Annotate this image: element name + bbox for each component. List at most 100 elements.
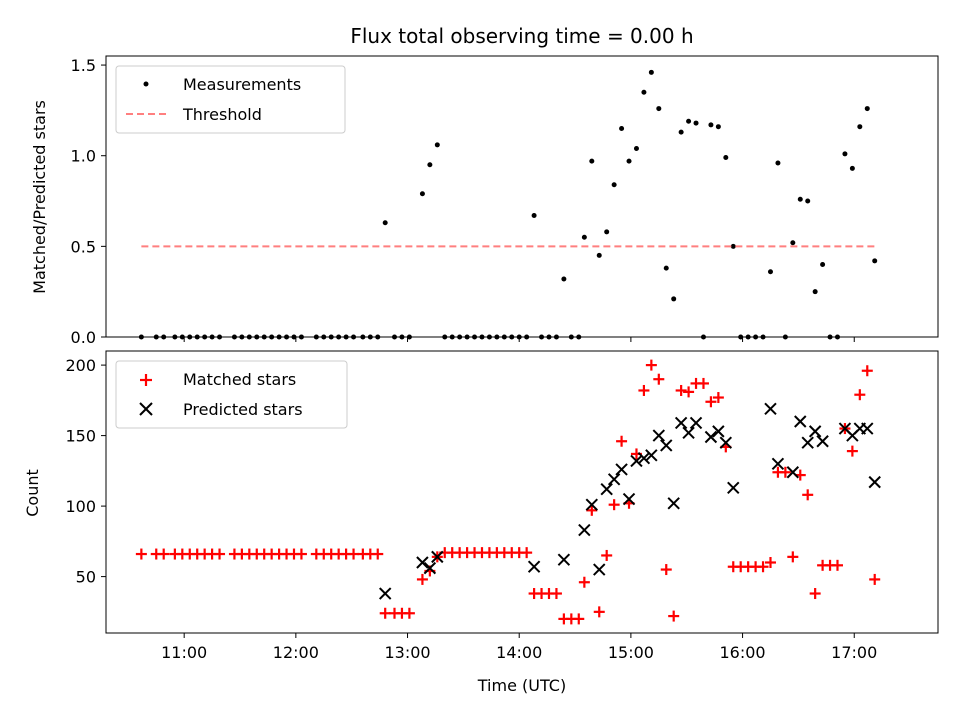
matched-star-point: [601, 549, 613, 561]
x-tick-label: 14:00: [496, 643, 542, 662]
matched-star-point: [779, 466, 791, 478]
measurement-point: [797, 196, 803, 202]
matched-star-point: [379, 607, 391, 619]
measurement-point: [633, 145, 639, 151]
matched-star-point: [802, 489, 814, 501]
matched-star-point: [578, 576, 590, 588]
top-plot-area: [105, 55, 939, 338]
bottom-plot-area: [105, 350, 939, 634]
bottom-y-tick-label: 150: [65, 427, 96, 446]
predicted-star-point: [585, 498, 599, 511]
predicted-star-point: [786, 466, 800, 479]
matched-star-point: [705, 396, 717, 408]
legend-measurements-marker: [143, 81, 149, 87]
matched-star-point: [416, 573, 428, 585]
measurement-point: [812, 289, 818, 295]
predicted-star-point: [615, 463, 628, 476]
predicted-star-point: [600, 482, 613, 496]
predicted-star-point: [771, 457, 785, 471]
matched-star-point: [809, 588, 821, 600]
matched-star-point: [135, 548, 147, 560]
measurement-point: [561, 276, 567, 282]
x-tick-label: 17:00: [831, 643, 877, 662]
x-tick-label: 16:00: [720, 643, 766, 662]
predicted-star-point: [868, 475, 881, 489]
top-y-tick-label: 0.5: [71, 237, 96, 256]
measurement-point: [857, 124, 863, 130]
matched-star-point: [645, 359, 657, 371]
bottom-y-tick-label: 200: [65, 356, 96, 375]
matched-star-point: [616, 435, 628, 447]
top-legend: Measurements Threshold: [115, 65, 346, 134]
predicted-star-point: [416, 556, 429, 569]
measurement-point: [708, 122, 714, 128]
predicted-star-point: [704, 430, 718, 444]
matched-star-point: [675, 384, 687, 396]
predicted-star-point: [645, 449, 658, 462]
bottom-y-tick-label: 50: [76, 568, 96, 587]
predicted-star-point: [607, 473, 621, 486]
matched-star-point: [712, 392, 724, 404]
matched-star-point: [403, 607, 415, 619]
measurement-point: [693, 120, 699, 126]
predicted-star-point: [637, 451, 651, 465]
matched-star-point: [372, 548, 384, 560]
predicted-star-point: [378, 587, 392, 600]
predicted-star-point: [431, 550, 444, 564]
top-y-axis-label: Matched/Predicted stars: [30, 100, 49, 294]
measurement-point: [619, 126, 625, 132]
predicted-star-point: [660, 439, 673, 452]
chart-title: Flux total observing time = 0.00 h: [350, 24, 693, 48]
legend-predicted-marker: [139, 402, 153, 416]
predicted-star-point: [719, 436, 733, 449]
measurement-point: [686, 118, 692, 124]
measurement-point: [805, 198, 811, 204]
predicted-star-point: [712, 425, 725, 438]
measurement-point: [641, 89, 647, 95]
measurement-point: [820, 261, 826, 267]
measurement-point: [531, 213, 537, 219]
measurement-point: [671, 296, 677, 302]
matched-star-point: [593, 606, 605, 618]
measurement-point: [663, 265, 669, 271]
predicted-star-point: [674, 416, 688, 430]
measurement-point: [656, 106, 662, 112]
legend-measurements-label: Measurements: [183, 75, 301, 94]
predicted-star-point: [682, 426, 695, 439]
matched-star-point: [831, 559, 843, 571]
predicted-star-point: [578, 523, 591, 537]
measurement-point: [382, 220, 388, 226]
legend-matched-marker: [140, 374, 152, 386]
predicted-star-point: [652, 429, 666, 442]
predicted-star-point: [801, 436, 814, 449]
matched-star-point: [608, 499, 620, 511]
matched-star-point: [521, 547, 533, 559]
predicted-star-point: [794, 415, 807, 428]
x-tick-label: 15:00: [608, 643, 654, 662]
bottom-panel: 50 100 150 200 11:00 12:00 13:00 14:00 15:00 16:0…: [23, 350, 939, 695]
x-tick-label: 11:00: [161, 643, 207, 662]
matched-star-point: [295, 548, 307, 560]
bottom-legend-box: [115, 360, 348, 429]
measurement-point: [864, 106, 870, 112]
predicted-star-point: [630, 454, 643, 468]
measurement-point: [589, 158, 595, 164]
matched-star-point: [869, 573, 881, 585]
matched-star-point: [854, 389, 866, 401]
legend-threshold-label: Threshold: [182, 105, 262, 124]
measurement-point: [872, 258, 878, 264]
measurement-point: [604, 229, 610, 235]
matched-star-point: [861, 365, 873, 377]
matched-star-point: [764, 557, 776, 568]
matched-star-point: [668, 610, 680, 622]
matched-star-point: [638, 384, 650, 396]
top-panel: 0.0 0.5 1.0 1.5 Matched/Predicted stars Mea…: [30, 55, 939, 347]
matched-star-point: [158, 548, 170, 560]
top-legend-box: [115, 65, 346, 134]
matched-star-point: [757, 561, 769, 573]
measurement-point: [678, 129, 684, 135]
matched-star-point: [787, 551, 799, 563]
top-y-tick-label: 1.0: [71, 147, 96, 166]
predicted-star-point: [727, 481, 740, 494]
predicted-star-point: [622, 492, 636, 506]
